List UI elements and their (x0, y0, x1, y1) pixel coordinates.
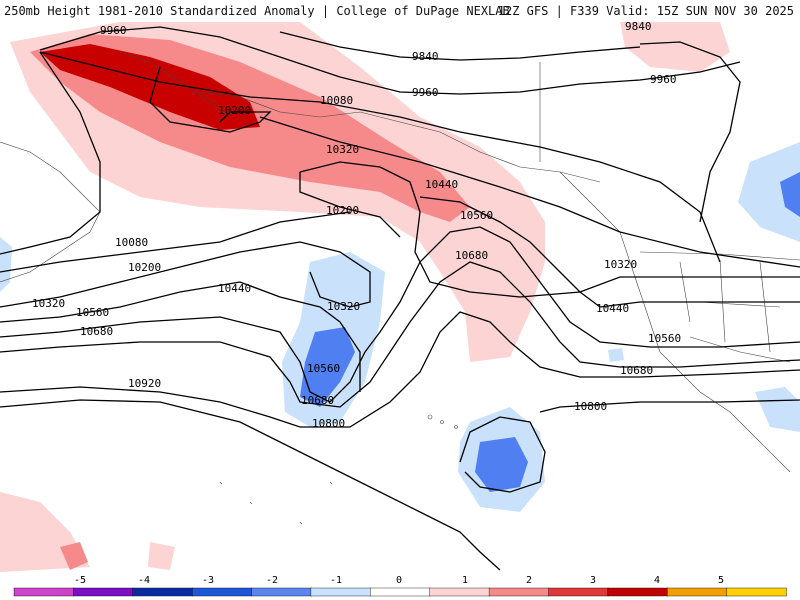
label-10320-b: 10320 (32, 297, 65, 310)
tick-plus2: 2 (526, 575, 532, 586)
contour-10560 (0, 226, 800, 403)
map-canvas: 9960 9840 9840 9960 9960 10080 10200 103… (0, 22, 800, 572)
contour-10920 (0, 399, 501, 571)
colorbar-swatch (667, 587, 728, 597)
map-title: 250mb Height 1981-2010 Standardized Anom… (4, 4, 510, 18)
tick-minus4: -4 (138, 575, 150, 586)
hawaii-islands-b (440, 420, 444, 424)
label-10560-b: 10560 (76, 306, 109, 319)
colorbar-swatch (251, 587, 312, 597)
tick-minus2: -2 (266, 575, 278, 586)
contour-9840-north (279, 31, 641, 61)
label-10080-b: 10080 (115, 236, 148, 249)
anomaly-minus2-central (300, 327, 355, 407)
label-10560-c: 10560 (307, 362, 340, 375)
label-9960-c: 9960 (412, 86, 439, 99)
label-10680-b: 10680 (301, 394, 334, 407)
colorbar-swatch (13, 587, 75, 597)
anomaly-minus1-small (608, 348, 624, 362)
contour-10320 (0, 161, 800, 308)
canada-border (639, 251, 800, 261)
colorbar-swatch (488, 587, 550, 597)
label-9960-a: 9960 (100, 24, 127, 37)
hawaii-islands (427, 414, 433, 420)
map-header: 250mb Height 1981-2010 Standardized Anom… (0, 0, 800, 22)
contour-10800 (0, 311, 800, 428)
colorbar-swatch (726, 587, 787, 597)
contour-10080 (0, 51, 721, 263)
label-10080-a: 10080 (320, 94, 353, 107)
pacific-islands (219, 481, 333, 525)
label-10800-a: 10800 (312, 417, 345, 430)
colorbar-swatch (370, 587, 431, 597)
label-10320-c: 10320 (327, 300, 360, 313)
mexico-border (689, 336, 791, 363)
tick-minus5: -5 (74, 575, 86, 586)
contour-labels: 9960 9840 9840 9960 9960 10080 10200 103… (32, 22, 681, 430)
height-contours (0, 26, 800, 571)
label-9960-b: 9960 (650, 73, 677, 86)
label-9840-b: 9840 (412, 50, 439, 63)
label-10320-d: 10320 (604, 258, 637, 271)
anomaly-minus2-east (780, 172, 800, 217)
label-10200-b: 10200 (326, 204, 359, 217)
tick-plus3: 3 (590, 575, 596, 586)
colorbar-ticks: -5 -4 -3 -2 -1 0 1 2 3 4 5 (74, 575, 724, 586)
tick-zero: 0 (396, 575, 402, 586)
label-10440-c: 10440 (596, 302, 629, 315)
anomaly-plus2-south (60, 542, 88, 570)
geographic-features (0, 51, 800, 525)
model-run-info: 12Z GFS | F339 Valid: 15Z SUN NOV 30 202… (497, 4, 794, 18)
tick-plus1: 1 (462, 575, 468, 586)
colorbar-swatch (132, 587, 193, 597)
label-9840-a: 9840 (625, 22, 652, 33)
contour-low-south (459, 416, 546, 493)
label-10560-d: 10560 (648, 332, 681, 345)
anomaly-minus2-south-low (475, 437, 528, 492)
label-10680-a: 10680 (80, 325, 113, 338)
colorbar-swatch (607, 587, 668, 597)
hawaii-islands-c (454, 425, 458, 429)
colorbar-swatches (13, 587, 787, 597)
anomaly-minus1-southeast (755, 387, 800, 432)
us-west-coast (639, 291, 791, 473)
canada-coast (559, 171, 641, 293)
contour-10200 (0, 66, 800, 273)
label-10440-b: 10440 (218, 282, 251, 295)
label-10680-c: 10680 (455, 249, 488, 262)
tick-minus1: -1 (330, 575, 342, 586)
anomaly-minus1-west (0, 237, 12, 292)
anomaly-plus1-canada (620, 22, 730, 72)
tick-plus4: 4 (654, 575, 660, 586)
anomaly-map: 9960 9840 9840 9960 9960 10080 10200 103… (0, 22, 800, 572)
label-10560-a: 10560 (460, 209, 493, 222)
state-lines (679, 259, 781, 353)
anomaly-plus1-south-pocket (148, 542, 175, 570)
colorbar-swatch (73, 587, 134, 597)
colorbar-swatch (191, 587, 253, 597)
contour-10440 (0, 196, 800, 392)
tick-plus5: 5 (718, 575, 724, 586)
anomaly-colorbar: -5 -4 -3 -2 -1 0 1 2 3 4 5 (0, 572, 800, 600)
contour-9960-canada (639, 41, 741, 223)
colorbar-swatch (310, 587, 371, 597)
label-10200-a: 10200 (218, 104, 251, 117)
contour-9960-north (39, 26, 741, 95)
colorbar-canvas: -5 -4 -3 -2 -1 0 1 2 3 4 5 (13, 575, 787, 597)
label-10320-a: 10320 (326, 143, 359, 156)
alaska-coastline (199, 91, 601, 183)
label-10440-a: 10440 (425, 178, 458, 191)
colorbar-swatch (429, 587, 490, 597)
tick-minus3: -3 (202, 575, 214, 586)
aleutian-coast (119, 51, 231, 118)
label-10680-d: 10680 (620, 364, 653, 377)
contour-10680 (0, 261, 800, 408)
label-10800-b: 10800 (574, 400, 607, 413)
label-10200-c: 10200 (128, 261, 161, 274)
colorbar-swatch (548, 587, 609, 597)
label-10920: 10920 (128, 377, 161, 390)
anomaly-minus1-east (738, 142, 800, 242)
